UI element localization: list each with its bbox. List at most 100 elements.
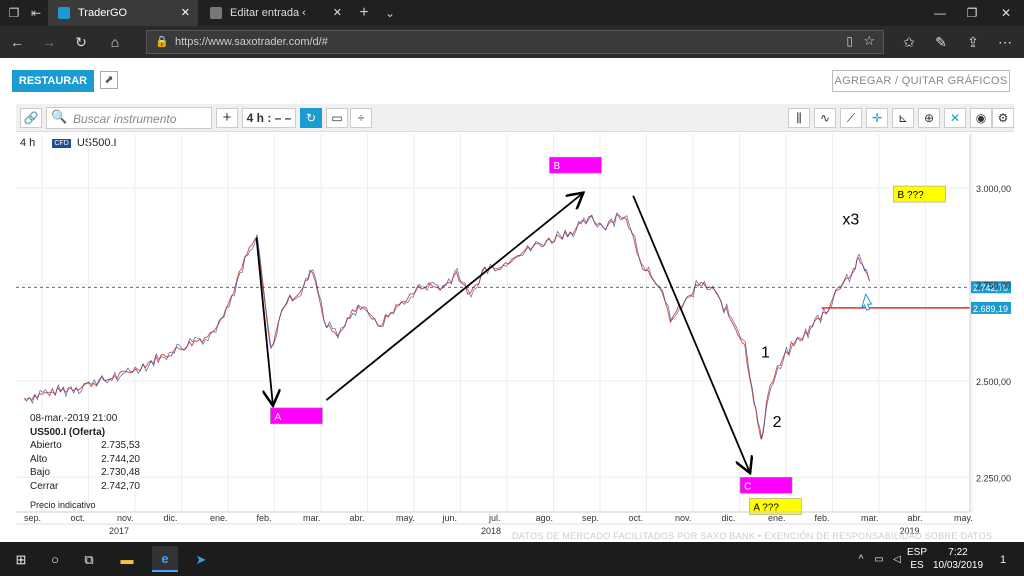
notification-count[interactable]: 1 bbox=[999, 554, 1007, 566]
tab-dropdown-icon[interactable]: ⌄ bbox=[384, 6, 396, 20]
x-tick-label: nov. bbox=[675, 513, 691, 523]
search-input[interactable]: 🔍 Buscar instrumento bbox=[46, 107, 212, 129]
tradergo-app: RESTAURAR ⬈ AGREGAR / QUITAR GRÁFICOS 🔗 … bbox=[0, 58, 1024, 542]
forward-arrow-icon[interactable]: → bbox=[42, 34, 56, 50]
share-icon[interactable]: ⇪ bbox=[967, 34, 979, 50]
year-label: 2018 bbox=[481, 526, 501, 536]
trendline-icon[interactable]: ⟋ bbox=[840, 108, 862, 128]
edge-browser-icon[interactable]: e bbox=[152, 546, 178, 572]
clock[interactable]: 7:22 10/03/2019 bbox=[930, 546, 986, 572]
address-bar[interactable]: 🔒 https://www.saxotrader.com/d/# ▯ ☆ bbox=[146, 30, 884, 54]
fit-icon[interactable]: ✕ bbox=[944, 108, 966, 128]
pen-notes-icon[interactable]: ✎ bbox=[935, 34, 947, 50]
refresh-icon[interactable]: ↻ bbox=[75, 34, 87, 50]
new-tab-icon[interactable]: + bbox=[359, 4, 369, 21]
task-view-icon[interactable]: ⧉ bbox=[84, 552, 94, 567]
candles-icon[interactable]: ⫼ bbox=[788, 108, 810, 128]
volume-icon[interactable]: ◁ bbox=[893, 554, 901, 565]
tray-chevron-icon[interactable]: ^ bbox=[858, 554, 864, 565]
annotation-box-label: B bbox=[553, 161, 560, 172]
info-row-open: Abierto 2.735,53 bbox=[30, 440, 140, 451]
zoom-icon[interactable]: ⊕ bbox=[918, 108, 940, 128]
current-price-tag bbox=[971, 281, 1011, 294]
chart-area[interactable]: 4 h CFD US500.I 2.742,70 2.689,19 A B C B ???… bbox=[16, 134, 1014, 536]
axis-icon[interactable]: ⊾ bbox=[892, 108, 914, 128]
x-tick-label: jul. bbox=[488, 513, 501, 523]
level-price-tag bbox=[971, 301, 1011, 314]
annotation-box bbox=[749, 498, 802, 515]
x-tick-label: oct. bbox=[71, 513, 86, 523]
minimize-icon[interactable]: — bbox=[934, 6, 946, 20]
x-tick-label: abr. bbox=[908, 513, 923, 523]
ohlc-info-panel: 08-mar.-2019 21:00 US500.I (Oferta) Abie… bbox=[30, 412, 140, 513]
browser-nav-bar: ← → ↻ ⌂ 🔒 https://www.saxotrader.com/d/#… bbox=[0, 26, 1024, 58]
back-arrow-icon[interactable]: ← bbox=[10, 34, 24, 50]
x-tick-label: jun. bbox=[442, 513, 458, 523]
price-chart[interactable]: 2.742,70 2.689,19 A B C B ??? A ??? x3 1 2 3.000,… bbox=[16, 134, 1014, 536]
popout-icon[interactable]: ⬈ bbox=[100, 71, 118, 89]
tradergo-favicon-icon bbox=[58, 7, 70, 19]
add-instrument-button[interactable]: + bbox=[216, 108, 238, 128]
refresh-chart-icon[interactable]: ↻ bbox=[300, 108, 322, 128]
price-line-down bbox=[24, 211, 871, 440]
tab-manager-icon[interactable]: ❐ bbox=[8, 6, 20, 20]
search-icon[interactable]: ○ bbox=[51, 552, 59, 567]
tab-editar-entrada[interactable]: Editar entrada ‹ PautasTerm ✕ bbox=[200, 0, 350, 45]
x-tick-label: ene. bbox=[210, 513, 228, 523]
x-tick-label: dic. bbox=[722, 513, 736, 523]
close-tab-icon[interactable]: ✕ bbox=[180, 7, 190, 19]
crosshair-icon[interactable]: ✛ bbox=[866, 108, 888, 128]
close-window-icon[interactable]: ✕ bbox=[1000, 6, 1012, 20]
file-explorer-icon[interactable]: ▬ bbox=[120, 552, 134, 567]
annotation-box-label: A bbox=[274, 412, 281, 423]
camera-icon[interactable]: ◉ bbox=[970, 108, 992, 128]
cursor-pointer-icon bbox=[860, 292, 873, 311]
network-icon[interactable]: ▭ bbox=[874, 554, 884, 565]
tab-tradergo[interactable]: TraderGO ✕ bbox=[48, 0, 198, 26]
windows-start-icon[interactable]: ⊞ bbox=[15, 552, 27, 567]
close-tab-icon[interactable]: ✕ bbox=[332, 7, 342, 19]
search-placeholder: Buscar instrumento bbox=[73, 112, 177, 126]
clock-time: 7:22 bbox=[948, 547, 968, 558]
chart-grid bbox=[16, 134, 973, 512]
chart-annotations: 2.742,70 2.689,19 A B C B ??? A ??? x3 1 2 bbox=[16, 156, 1011, 515]
browser-tab-bar: ❐ ⇤ TraderGO ✕ Editar entrada ‹ PautasTe… bbox=[0, 0, 1024, 45]
chart-axes: 3.000,00 2.750,00 2.500,00 2.250,00 sep. oct.… bbox=[16, 134, 1011, 536]
x-tick-label: nov. bbox=[117, 513, 133, 523]
telegram-icon[interactable]: ➤ bbox=[195, 552, 207, 567]
info-row-low: Bajo 2.730,48 bbox=[30, 467, 140, 478]
wave-arrow bbox=[255, 237, 273, 404]
chart-type-icon[interactable]: ▭ bbox=[326, 108, 348, 128]
y-tick-label: 2.750,00 bbox=[976, 280, 1011, 290]
annotation-box bbox=[893, 185, 946, 203]
add-remove-charts-button[interactable]: AGREGAR / QUITAR GRÁFICOS bbox=[832, 70, 1010, 92]
y-tick-label: 2.500,00 bbox=[976, 377, 1011, 387]
more-menu-icon[interactable]: ⋯ bbox=[998, 34, 1012, 50]
language-indicator[interactable]: ESP ES bbox=[906, 546, 928, 572]
annotation-label: 2 bbox=[773, 414, 782, 431]
wave-arrow bbox=[325, 194, 582, 401]
maximize-icon[interactable]: ❐ bbox=[966, 6, 978, 20]
clock-date: 10/03/2019 bbox=[932, 560, 984, 571]
annotation-label: x3 bbox=[842, 212, 859, 229]
split-view-icon[interactable]: ÷ bbox=[350, 108, 372, 128]
back-tabs-icon[interactable]: ⇤ bbox=[30, 6, 42, 20]
settings-gear-icon[interactable]: ⚙ bbox=[992, 108, 1014, 128]
link-icon[interactable]: 🔗 bbox=[20, 108, 42, 128]
home-icon[interactable]: ⌂ bbox=[110, 34, 120, 50]
cfd-badge: CFD bbox=[52, 138, 71, 148]
windows-taskbar: ⊞ ○ ⧉ ▬ e ➤ ^ ▭ ◁ ESP ES 7:22 10/03/2019… bbox=[0, 542, 1024, 576]
year-label: 2017 bbox=[109, 526, 129, 536]
favorites-hub-icon[interactable]: ✩ bbox=[903, 34, 915, 50]
y-tick-label: 2.250,00 bbox=[976, 473, 1011, 483]
indicators-icon[interactable]: ∿ bbox=[814, 108, 836, 128]
x-tick-label: sep. bbox=[582, 513, 599, 523]
reading-view-icon[interactable]: ▯ bbox=[846, 34, 853, 48]
x-tick-label: dic. bbox=[164, 513, 178, 523]
favorite-star-icon[interactable]: ☆ bbox=[863, 33, 875, 48]
x-tick-label: oct. bbox=[629, 513, 644, 523]
restore-button[interactable]: RESTAURAR bbox=[12, 70, 94, 92]
timeframe-select[interactable]: 4 h : – – bbox=[242, 108, 296, 128]
level-price-label: 2.689,19 bbox=[973, 304, 1008, 314]
annotation-box-label: A ??? bbox=[753, 503, 779, 514]
